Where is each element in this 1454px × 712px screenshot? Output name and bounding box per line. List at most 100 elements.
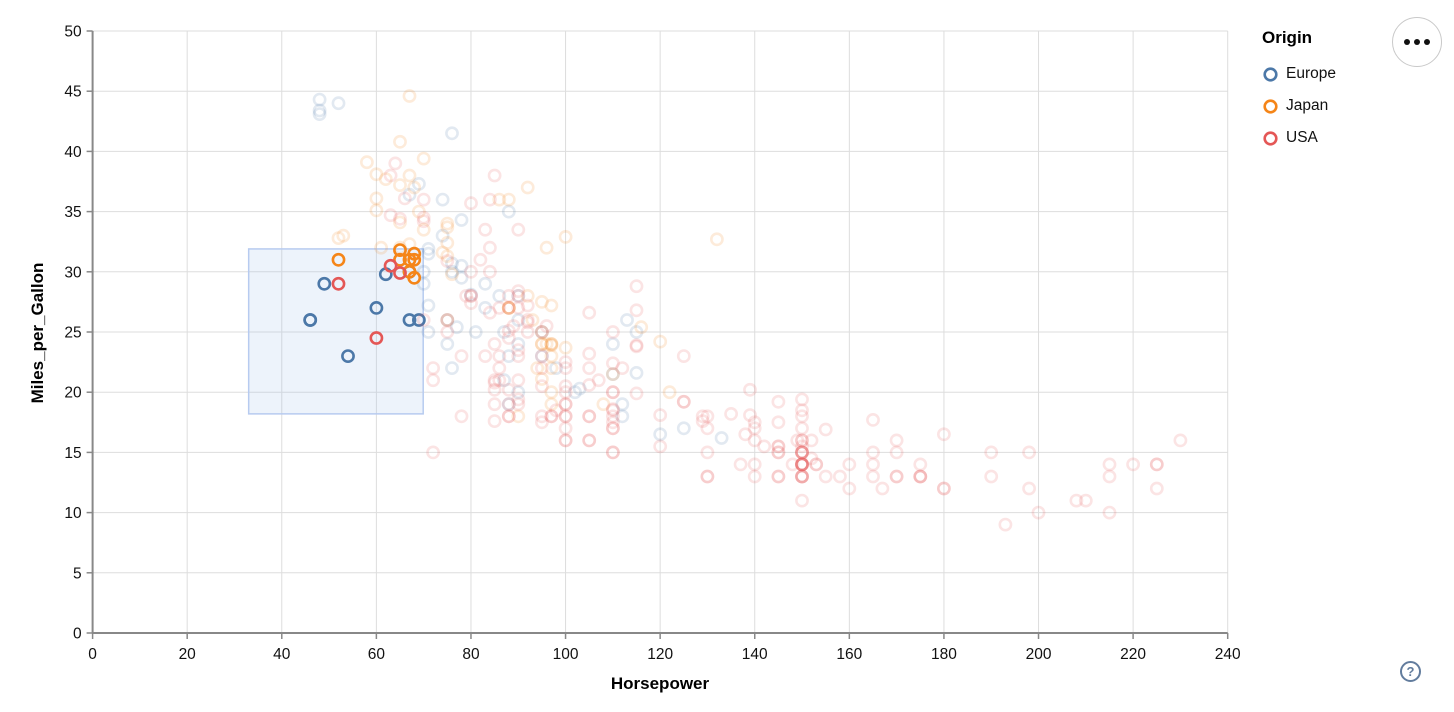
data-point-usa (478, 222, 493, 237)
data-point-usa (487, 382, 502, 397)
data-point-usa (606, 325, 620, 339)
data-point-usa (397, 191, 412, 206)
legend-label: Japan (1286, 97, 1329, 114)
data-point-usa (511, 300, 526, 315)
data-point-japan (440, 220, 455, 235)
data-point-japan (535, 337, 549, 351)
y-tick-label: 50 (64, 24, 82, 41)
data-point-usa (535, 349, 549, 363)
data-point-usa (487, 397, 502, 412)
data-point-europe (341, 349, 355, 363)
legend-item-japan[interactable]: Japan (1262, 90, 1336, 122)
data-point-usa (369, 331, 384, 345)
data-point-europe (445, 361, 459, 375)
data-point-usa (695, 409, 710, 424)
data-point-japan (501, 192, 516, 207)
menu-button[interactable] (1392, 17, 1442, 67)
data-point-europe (421, 241, 436, 256)
data-point-usa (998, 517, 1013, 532)
help-button[interactable]: ? (1400, 661, 1421, 682)
data-point-usa (558, 433, 573, 448)
data-point-usa (535, 361, 549, 375)
data-point-japan (393, 134, 407, 149)
data-point-japan (530, 361, 545, 375)
data-point-usa (591, 373, 606, 388)
x-tick-label: 100 (553, 646, 579, 663)
data-point-usa (549, 403, 563, 418)
data-point-usa (1022, 445, 1036, 460)
data-point-europe (501, 349, 516, 363)
data-point-usa (700, 421, 715, 436)
data-point-europe (606, 337, 620, 351)
data-point-japan (407, 180, 422, 195)
data-point-usa (506, 319, 521, 333)
data-point-europe (445, 126, 459, 141)
usa-ring-icon (1263, 130, 1278, 146)
data-point-usa (771, 445, 786, 460)
data-point-usa (535, 415, 549, 430)
data-point-japan (596, 397, 611, 412)
data-point-japan (407, 252, 422, 267)
data-point-japan (440, 313, 455, 327)
data-point-japan (544, 397, 559, 412)
data-point-japan (634, 320, 649, 335)
data-point-usa (606, 421, 620, 436)
data-point-usa (771, 439, 786, 454)
data-point-japan (544, 338, 559, 353)
data-point-usa (738, 427, 753, 442)
data-point-usa (511, 373, 526, 388)
data-point-usa (487, 373, 502, 388)
data-point-usa (795, 457, 809, 472)
data-point-usa (700, 469, 715, 484)
data-point-europe (549, 361, 563, 375)
data-point-japan (535, 294, 549, 309)
data-point-usa (606, 385, 620, 400)
data-point-japan (407, 270, 422, 285)
data-point-japan (336, 228, 351, 243)
data-point-usa (487, 337, 502, 351)
ellipsis-menu-icon (1404, 39, 1410, 45)
data-point-japan (402, 168, 417, 183)
data-point-usa (511, 349, 526, 363)
legend-item-europe[interactable]: Europe (1262, 58, 1336, 90)
data-point-japan (501, 300, 516, 315)
x-axis-title: Horsepower (610, 674, 710, 693)
data-point-usa (558, 409, 573, 424)
legend-item-usa[interactable]: USA (1262, 122, 1336, 154)
data-point-usa (492, 361, 507, 375)
data-point-europe (416, 276, 431, 291)
data-point-europe (421, 325, 436, 339)
data-point-japan (440, 249, 455, 263)
data-point-usa (795, 433, 809, 448)
data-point-usa (833, 469, 847, 484)
data-point-usa (464, 288, 478, 303)
data-point-japan (393, 252, 407, 267)
data-point-europe (615, 409, 630, 424)
data-point-europe (445, 256, 459, 271)
data-point-usa (482, 192, 497, 207)
data-point-europe (620, 313, 634, 327)
data-point-japan (445, 267, 459, 282)
data-point-europe (421, 246, 436, 261)
data-point-usa (795, 433, 809, 448)
data-point-usa (795, 439, 809, 454)
brush-selection[interactable] (247, 248, 424, 415)
data-point-usa (487, 414, 502, 428)
question-mark-icon: ? (1406, 664, 1415, 679)
data-point-usa (544, 409, 559, 424)
data-point-usa (795, 469, 809, 484)
data-point-europe (511, 337, 526, 351)
data-point-usa (1173, 433, 1188, 448)
data-point-usa (747, 433, 762, 448)
data-point-usa (606, 445, 620, 460)
data-point-usa (558, 379, 573, 394)
data-point-japan (369, 167, 384, 182)
data-point-europe (568, 385, 582, 400)
data-point-usa (426, 361, 440, 375)
data-point-usa (492, 349, 507, 363)
data-point-usa (795, 445, 809, 460)
data-point-usa (511, 343, 526, 357)
data-point-usa (454, 349, 469, 363)
data-point-usa (676, 349, 691, 363)
